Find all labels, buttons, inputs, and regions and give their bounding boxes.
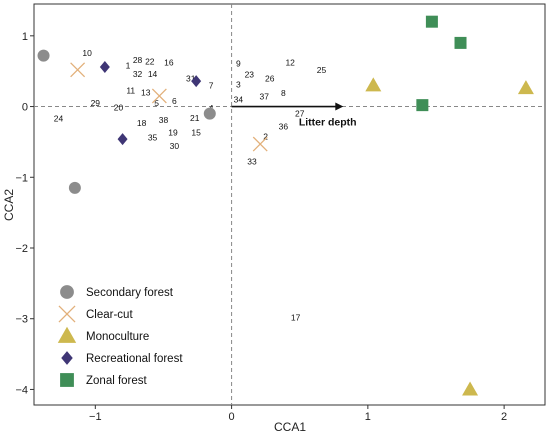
y-tick-label: 0	[22, 102, 28, 114]
secondary-forestpoint	[68, 181, 81, 194]
site-label: 28	[133, 55, 143, 65]
site-label: 27	[295, 109, 305, 119]
site-label: 36	[279, 121, 289, 131]
clear-cutpoint	[252, 136, 268, 152]
site-label: 38	[159, 115, 169, 125]
site-label: 6	[172, 96, 177, 106]
vector-arrow-head	[335, 102, 344, 111]
site-label: 23	[245, 70, 255, 80]
y-tick-label: −3	[15, 314, 28, 326]
clear-cutpoint	[70, 62, 86, 78]
site-label: 2	[263, 131, 268, 141]
monoculturepoint	[365, 77, 382, 92]
legend-label: Secondary forest	[86, 287, 174, 299]
site-label: 25	[317, 65, 327, 75]
site-label: 11	[126, 85, 135, 95]
y-tick-label: −1	[15, 172, 28, 184]
site-label: 14	[148, 69, 158, 79]
secondary-forestpoint	[203, 107, 216, 120]
axis-ticks: −1 0 1 210−1−2−3−4	[15, 31, 507, 423]
x-axis-title: CCA1	[274, 420, 306, 434]
legend-label: Recreational forest	[86, 353, 183, 365]
x-tick-label: −1	[89, 411, 102, 423]
site-label: 15	[191, 128, 201, 138]
y-tick-label: −4	[15, 384, 28, 396]
site-label: 18	[137, 118, 147, 128]
zonal-forestpoint	[425, 15, 438, 28]
env-vectors: Litter depth	[231, 102, 357, 129]
recreational-forestpoint	[117, 133, 128, 146]
site-label: 37	[260, 92, 270, 102]
recreational-forestpoint	[99, 60, 110, 73]
y-tick-label: 1	[22, 31, 28, 43]
site-label: 33	[247, 157, 257, 167]
site-label: 21	[190, 113, 200, 123]
site-label: 16	[164, 58, 174, 68]
legend-marker	[61, 351, 73, 365]
monoculturepoint	[462, 381, 479, 396]
x-tick-label: 0	[229, 411, 235, 423]
site-label: 31	[186, 73, 196, 83]
x-tick-label: 1	[365, 411, 371, 423]
site-label: 8	[281, 88, 286, 98]
vector-label: Litter depth	[299, 117, 357, 129]
legend: Secondary forest Clear-cut Monoculture Recr…	[57, 285, 183, 387]
site-label: 10	[82, 48, 92, 58]
site-label: 13	[141, 87, 151, 97]
y-axis-title: CCA2	[2, 189, 16, 221]
plot-panel	[33, 3, 546, 406]
secondary-forestpoint	[37, 49, 50, 62]
site-label: 1	[126, 61, 131, 71]
zonal-forestpoint	[416, 99, 429, 112]
x-tick-label: 2	[501, 411, 507, 423]
data-points	[37, 15, 534, 396]
monoculturepoint	[517, 80, 534, 95]
site-label: 35	[148, 133, 158, 143]
site-label: 19	[168, 128, 178, 138]
zonal-forestpoint	[454, 36, 467, 49]
legend-label: Monoculture	[86, 331, 149, 343]
site-label: 5	[154, 98, 159, 108]
site-label: 17	[291, 312, 301, 322]
site-label: 29	[91, 98, 101, 108]
site-label: 3	[236, 80, 241, 90]
site-label: 22	[145, 56, 155, 66]
site-label: 32	[133, 69, 143, 79]
legend-label: Zonal forest	[86, 375, 148, 387]
recreational-forestpoint	[191, 75, 202, 88]
site-label: 30	[170, 141, 180, 151]
y-tick-label: −2	[15, 243, 28, 255]
site-label: 26	[265, 73, 275, 83]
legend-marker	[60, 285, 74, 299]
legend-label: Clear-cut	[86, 309, 133, 321]
site-label: 24	[54, 114, 64, 124]
site-label: 7	[209, 80, 214, 90]
site-label: 12	[285, 58, 295, 68]
legend-marker	[60, 373, 74, 387]
site-label: 34	[234, 94, 244, 104]
legend-marker	[57, 326, 77, 343]
legend-marker	[58, 305, 76, 323]
site-label: 20	[114, 102, 124, 112]
clear-cutpoint	[151, 88, 167, 104]
site-label: 9	[236, 58, 241, 68]
